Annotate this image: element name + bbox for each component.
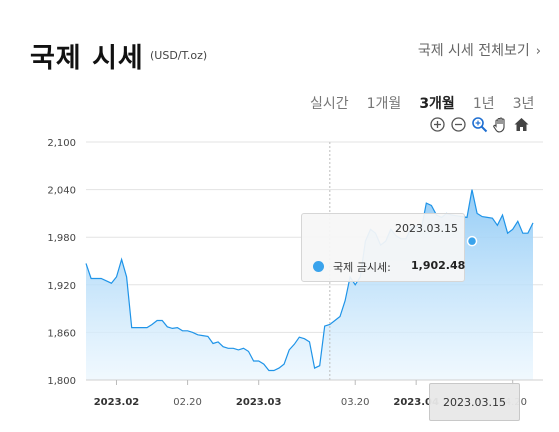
y-tick-label: 1,800 xyxy=(47,376,76,387)
tab-label: 3개월 xyxy=(419,96,455,112)
tab-label: 1년 xyxy=(472,96,495,112)
x-tick-label: 2023.03 xyxy=(236,397,282,408)
tab-3-years[interactable]: 3년 xyxy=(513,93,535,113)
period-tabs: 실시간 1개월 3개월 1년 3년 xyxy=(310,93,552,113)
tab-1-year[interactable]: 1년 xyxy=(473,93,495,113)
home-icon[interactable] xyxy=(513,116,530,133)
chevron-right-icon: › xyxy=(535,44,541,59)
page-title: 국제 시세 xyxy=(30,43,144,74)
tab-3-months[interactable]: 3개월 xyxy=(419,93,455,113)
y-tick-label: 2,040 xyxy=(47,186,76,197)
highlight-point xyxy=(466,235,478,247)
y-tick-label: 1,860 xyxy=(47,328,76,339)
tab-label: 3년 xyxy=(512,96,535,112)
zoom-in-icon[interactable] xyxy=(429,116,446,133)
tab-label: 1개월 xyxy=(366,96,402,112)
view-all-link[interactable]: 국제 시세 전체보기 › xyxy=(418,40,541,60)
tooltip-date: 2023.03.15 xyxy=(395,222,458,235)
pan-hand-icon[interactable] xyxy=(492,116,509,133)
x-tick-label: 02.20 xyxy=(173,397,202,408)
x-tick-label: 2023.04 xyxy=(393,397,439,408)
tab-label: 실시간 xyxy=(310,96,349,112)
crosshair-date-label: 2023.03.15 xyxy=(429,383,520,421)
chart-toolbar xyxy=(429,116,530,133)
y-tick-label: 1,980 xyxy=(47,233,76,244)
view-all-label: 국제 시세 전체보기 xyxy=(417,43,530,59)
tab-realtime[interactable]: 실시간 xyxy=(310,93,349,113)
x-tick-label: 03.20 xyxy=(341,397,370,408)
tab-1-month[interactable]: 1개월 xyxy=(367,93,402,113)
tooltip-label: 국제 금시세: xyxy=(333,261,391,274)
chart-tooltip: 2023.03.15 국제 금시세: 1,902.48 xyxy=(301,213,465,282)
y-tick-label: 1,920 xyxy=(47,281,76,292)
series-marker-icon xyxy=(313,261,324,272)
zoom-out-icon[interactable] xyxy=(450,116,467,133)
unit-label: (USD/T.oz) xyxy=(150,49,208,62)
magnify-icon[interactable] xyxy=(471,116,488,133)
header: 국제 시세 (USD/T.oz) 국제 시세 전체보기 › xyxy=(0,0,559,90)
x-tick-label: 2023.02 xyxy=(94,397,140,408)
tooltip-value: 1,902.48 xyxy=(411,259,466,272)
y-tick-label: 2,100 xyxy=(47,138,76,149)
